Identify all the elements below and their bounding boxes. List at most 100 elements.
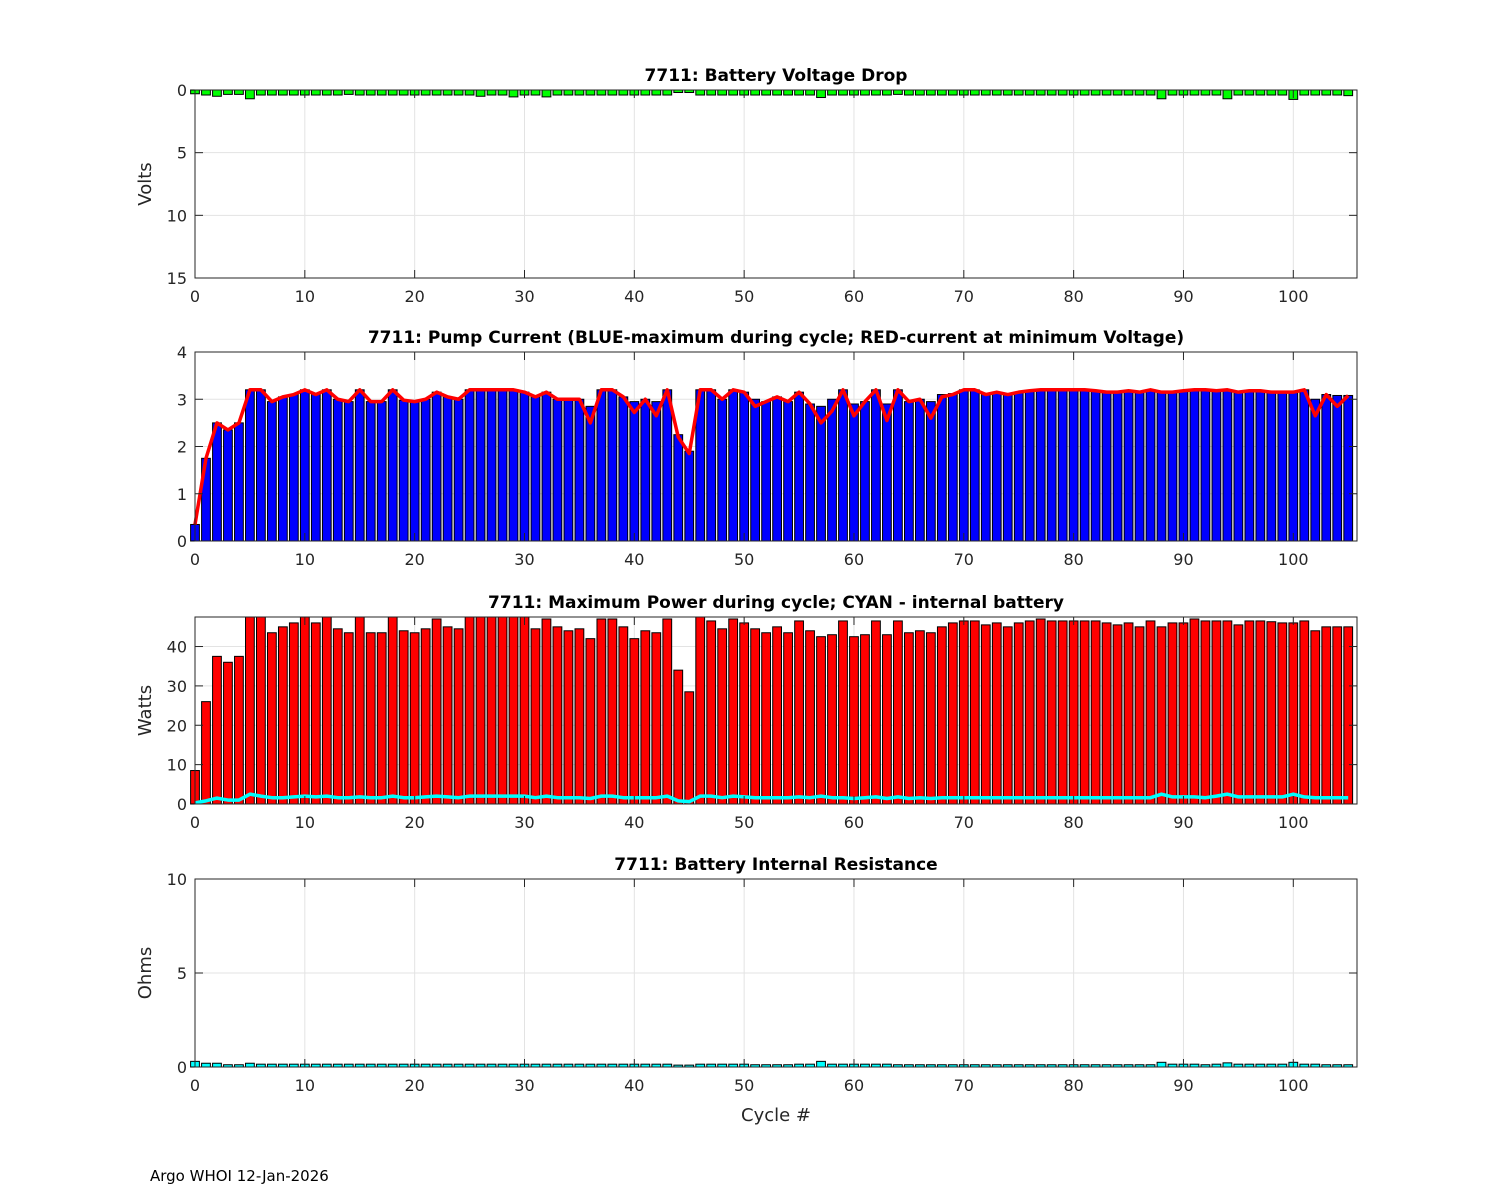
bar (1178, 622, 1189, 805)
bar (1343, 394, 1354, 542)
bar (1145, 389, 1156, 542)
bar (739, 622, 750, 805)
bar (1343, 626, 1354, 805)
bar (805, 89, 815, 96)
bar (1200, 620, 1211, 805)
bar (1233, 391, 1244, 542)
bar (1310, 630, 1321, 805)
bar (1068, 389, 1079, 542)
bar (1123, 390, 1134, 542)
bar (409, 401, 420, 542)
bar (365, 632, 376, 805)
bar (761, 401, 772, 542)
bar (563, 89, 574, 96)
bar (354, 616, 365, 805)
x-tick-label: 90 (1173, 813, 1193, 832)
bar (695, 616, 706, 805)
bar (497, 616, 508, 805)
bar (299, 616, 310, 805)
bar (717, 89, 728, 96)
bar (552, 398, 563, 542)
bar (1002, 89, 1013, 96)
bar (310, 394, 321, 542)
bar (1277, 391, 1288, 542)
bar (684, 450, 695, 542)
bar (256, 89, 266, 96)
x-tick-label: 60 (844, 287, 864, 306)
bar (706, 89, 717, 96)
y-tick-label: 3 (177, 390, 187, 409)
bar (1288, 391, 1299, 542)
bar (596, 389, 607, 542)
bar (1299, 620, 1310, 805)
bar (442, 89, 453, 96)
bar (1134, 391, 1145, 542)
bar (475, 389, 486, 542)
bar (914, 630, 925, 805)
y-tick-label: 1 (177, 485, 187, 504)
bar (201, 89, 211, 96)
bar (1079, 89, 1090, 96)
bar (1068, 620, 1079, 805)
x-tick-label: 30 (514, 1076, 534, 1095)
bar (1178, 390, 1189, 542)
bar (1057, 389, 1068, 542)
x-tick-label: 90 (1173, 550, 1193, 569)
series-maximum-power (190, 616, 1354, 805)
bar (695, 89, 706, 96)
bar (442, 626, 453, 805)
bar (849, 636, 859, 805)
y-tick-label: 40 (167, 638, 187, 657)
x-tick-label: 20 (404, 550, 424, 569)
bar (925, 89, 936, 96)
bar (464, 616, 475, 805)
bar (607, 89, 618, 96)
bar (464, 389, 475, 542)
bar (497, 389, 508, 542)
y-tick-label: 0 (177, 532, 187, 551)
bar (288, 622, 299, 805)
bar (860, 401, 870, 542)
bar (651, 632, 662, 805)
x-tick-label: 20 (404, 1076, 424, 1095)
bar (1233, 624, 1244, 805)
bar (980, 89, 991, 96)
bar (816, 636, 826, 805)
bar (925, 632, 936, 805)
bar (530, 89, 541, 96)
bar (1255, 89, 1266, 96)
bar (838, 89, 848, 96)
bar (728, 389, 739, 542)
bar (1024, 620, 1035, 805)
bar (431, 391, 442, 542)
bar (1299, 389, 1310, 542)
bar (838, 389, 848, 542)
y-tick-label: 0 (177, 81, 187, 100)
bar (607, 618, 618, 805)
bar (936, 626, 947, 805)
bar (1200, 89, 1211, 96)
bar (651, 89, 662, 96)
bar (706, 389, 717, 542)
bar (387, 89, 398, 96)
bar (761, 89, 772, 96)
bar (245, 89, 255, 100)
bar (596, 618, 607, 805)
bar (1200, 389, 1211, 542)
bar (640, 89, 651, 96)
bar (1112, 89, 1123, 96)
bar (1112, 624, 1123, 805)
bar (1255, 620, 1266, 805)
x-tick-label: 30 (514, 550, 534, 569)
x-tick-label: 70 (954, 287, 974, 306)
bar (223, 429, 233, 542)
bar (914, 398, 925, 542)
bar (563, 630, 574, 805)
x-tick-label: 100 (1278, 287, 1309, 306)
bar (882, 89, 892, 96)
x-tick-label: 0 (190, 287, 200, 306)
bar (299, 389, 310, 542)
bar (640, 630, 651, 805)
x-tick-label: 30 (514, 287, 534, 306)
bar (376, 401, 387, 542)
